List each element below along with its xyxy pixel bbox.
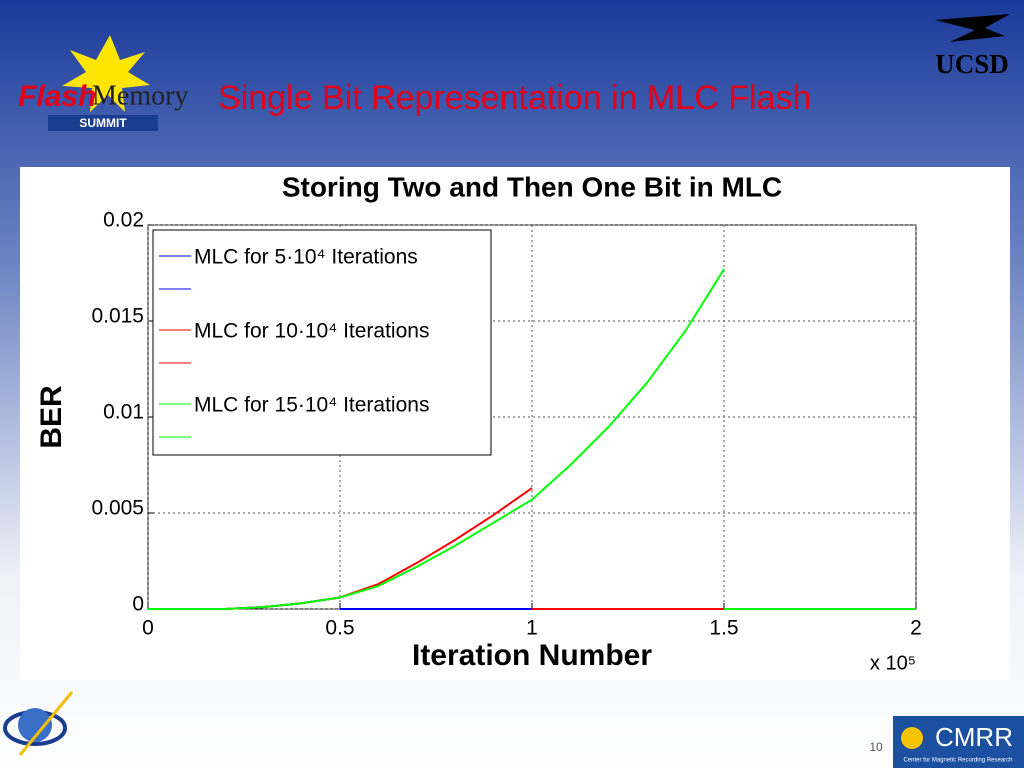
logo-summit: SUMMIT [79,116,127,130]
x-tick-label: 0.5 [325,617,354,640]
legend-box [152,229,492,456]
chart-title: Storing Two and Then One Bit in MLC [282,171,782,202]
logo-ucsd: UCSD [935,49,1009,79]
y-tick-label: 0.02 [103,209,144,232]
chart: Storing Two and Then One Bit in MLC Iter… [35,171,922,674]
y-tick-label: 0.01 [103,401,144,424]
x-tick-label: 1.5 [709,617,738,640]
slide-title: Single Bit Representation in MLC Flash [218,79,811,117]
logo-memory: Memory [92,80,188,111]
logo-cmrr-sub: Center for Magnetic Recording Research [903,758,1012,764]
x-axis-label: Iteration Number [412,639,652,672]
logo-bolt [18,691,74,756]
y-tick-label: 0.015 [91,305,144,328]
y-tick-label: 0 [132,593,144,616]
x-tick-label: 1 [526,617,538,640]
y-tick-label: 0.005 [91,497,144,520]
logo-star [62,35,150,112]
x-tick-label: 0 [142,617,154,640]
y-axis-label: BER [35,385,68,449]
page-number: 10 [869,740,883,754]
logo-summit-bg [48,115,158,131]
x-multiplier: x 10⁵ [870,652,916,674]
series-line [148,268,916,610]
x-tick-label: 2 [910,617,922,640]
logo-cmrr-mark [901,727,923,749]
logo-flash: Flash [18,80,96,113]
logo-cmrr: CMRR [935,722,1013,752]
logo-planet [18,708,52,742]
legend-label: MLC for 5·10⁴ Iterations [194,246,418,269]
logo-ucsd-mark [935,14,1010,42]
legend-label: MLC for 10·10⁴ Iterations [194,320,429,343]
legend-label: MLC for 15·10⁴ Iterations [194,394,429,417]
